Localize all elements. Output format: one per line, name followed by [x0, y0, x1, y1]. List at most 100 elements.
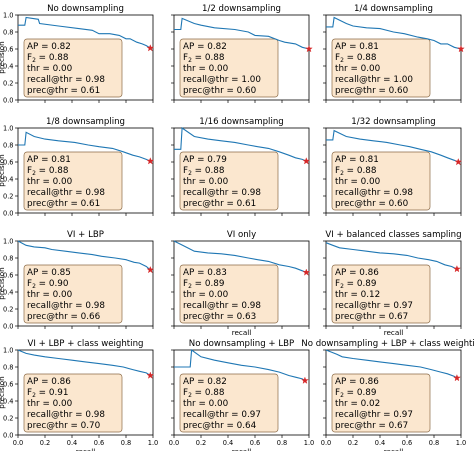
subplot-title: 1/2 downsampling — [202, 4, 281, 14]
subplot-title: 1/16 downsampling — [199, 117, 283, 127]
threshold-marker — [302, 157, 311, 165]
y-tick-label: 0.2 — [3, 305, 14, 313]
y-axis-label: precision — [0, 267, 6, 299]
stats-symbol: F — [335, 279, 340, 289]
stats-line: prec@thr = 0.67 — [335, 312, 408, 322]
threshold-marker — [146, 371, 155, 379]
stats-line: AP = 0.86 — [27, 377, 71, 387]
y-tick-label: 0.0 — [3, 431, 14, 439]
stats-box — [179, 264, 279, 324]
subplot-9: VI + balanced classes sampling recall AP =… — [323, 230, 462, 337]
x-axis-label: recall — [76, 447, 96, 451]
x-tick-label: 0.8 — [429, 439, 440, 447]
stats-subscript: 2 — [340, 392, 344, 399]
y-tick-label: 0.8 — [3, 141, 14, 149]
stats-line: prec@thr = 0.60 — [335, 86, 409, 96]
x-axis-label: recall — [232, 447, 252, 451]
stats-line: F2 = 0.88 — [335, 166, 376, 177]
stats-line: recall@thr = 0.97 — [335, 301, 413, 311]
y-tick-label: 0.2 — [3, 192, 14, 200]
x-tick-label: 1.0 — [304, 439, 315, 447]
stats-line: F2 = 0.88 — [27, 53, 68, 64]
stats-value: = 0.88 — [192, 53, 225, 63]
stats-subscript: 2 — [188, 57, 192, 64]
stats-subscript: 2 — [188, 170, 192, 177]
pr-curve-line — [174, 348, 306, 382]
stats-line: AP = 0.81 — [335, 155, 379, 165]
pr-curve-line — [326, 16, 462, 50]
subplot-4: 1/8 downsampling 1.0 0.8 0.6 0.4 0.2 0.0 precis… — [0, 117, 155, 217]
stats-value: = 0.88 — [36, 53, 69, 63]
pr-curve-line — [17, 349, 151, 376]
pr-curve-line — [174, 126, 307, 162]
stats-box — [179, 373, 279, 433]
stats-line: prec@thr = 0.60 — [335, 199, 409, 209]
threshold-marker — [146, 44, 155, 52]
x-tick-label: 1.0 — [148, 439, 159, 447]
stats-line: thr = 0.00 — [183, 399, 229, 409]
stats-value: = 0.91 — [36, 388, 69, 398]
stats-line: AP = 0.86 — [335, 268, 379, 278]
stats-box — [331, 38, 431, 98]
threshold-marker — [305, 44, 313, 53]
stats-line: AP = 0.82 — [183, 42, 227, 52]
subplot-title: No downsampling + LBP — [189, 339, 294, 349]
stats-value: = 0.89 — [344, 388, 377, 398]
stats-line: recall@thr = 0.97 — [335, 410, 413, 420]
stats-line: thr = 0.00 — [27, 64, 73, 74]
stats-line: thr = 0.00 — [183, 290, 229, 300]
stats-line: thr = 0.12 — [335, 290, 380, 300]
x-tick-label: 0.6 — [94, 439, 105, 447]
stats-subscript: 2 — [340, 283, 344, 290]
y-tick-label: 0.2 — [3, 414, 14, 422]
y-tick-label: 0.6 — [3, 158, 14, 166]
stats-subscript: 2 — [340, 57, 344, 64]
y-tick-label: 0.4 — [3, 175, 14, 183]
stats-line: F2 = 0.88 — [183, 53, 224, 64]
stats-line: F2 = 0.88 — [335, 53, 376, 64]
stats-line: prec@thr = 0.61 — [27, 199, 100, 209]
x-tick-label: 0.6 — [250, 439, 261, 447]
x-tick-label: 0.2 — [40, 439, 51, 447]
x-tick-label: 0.4 — [67, 439, 78, 447]
x-tick-label: 0.8 — [121, 439, 132, 447]
stats-value: = 0.89 — [192, 279, 225, 289]
stats-box — [331, 264, 431, 324]
pr-curve-line — [173, 240, 307, 273]
subplot-title: VI + LBP + class weighting — [28, 339, 144, 349]
stats-line: thr = 0.00 — [335, 177, 381, 187]
stats-line: recall@thr = 0.97 — [183, 410, 261, 420]
stats-line: prec@thr = 0.60 — [183, 86, 257, 96]
stats-line: F2 = 0.89 — [183, 279, 224, 290]
stats-line: recall@thr = 0.98 — [27, 410, 105, 420]
subplot-title: 1/32 downsampling — [351, 117, 435, 127]
stats-box — [23, 151, 123, 211]
x-tick-label: 0.6 — [402, 439, 413, 447]
threshold-marker — [453, 374, 461, 382]
y-axis-label: precision — [0, 376, 6, 408]
y-tick-label: 1.0 — [3, 346, 14, 354]
x-tick-label: 0.0 — [13, 439, 24, 447]
stats-line: AP = 0.82 — [27, 42, 71, 52]
stats-line: F2 = 0.91 — [27, 388, 68, 399]
pr-curve-line — [325, 242, 458, 270]
stats-symbol: F — [183, 388, 188, 398]
subplot-11: No downsampling + LBP 0.0 0.2 0.4 0.6 0.8 1.0 r… — [169, 339, 315, 451]
subplot-title: VI + LBP — [67, 230, 104, 240]
stats-subscript: 2 — [32, 170, 36, 177]
stats-box — [331, 373, 431, 433]
stats-line: thr = 0.00 — [183, 64, 229, 74]
stats-subscript: 2 — [32, 283, 36, 290]
y-tick-label: 0.6 — [3, 45, 14, 53]
pr-curve-line — [326, 129, 459, 163]
threshold-marker — [453, 265, 461, 273]
x-tick-label: 0.4 — [223, 439, 234, 447]
stats-symbol: F — [27, 388, 32, 398]
y-tick-label: 0.0 — [3, 96, 14, 104]
y-tick-label: 0.0 — [3, 322, 14, 330]
stats-symbol: F — [335, 166, 340, 176]
stats-value: = 0.88 — [192, 388, 225, 398]
